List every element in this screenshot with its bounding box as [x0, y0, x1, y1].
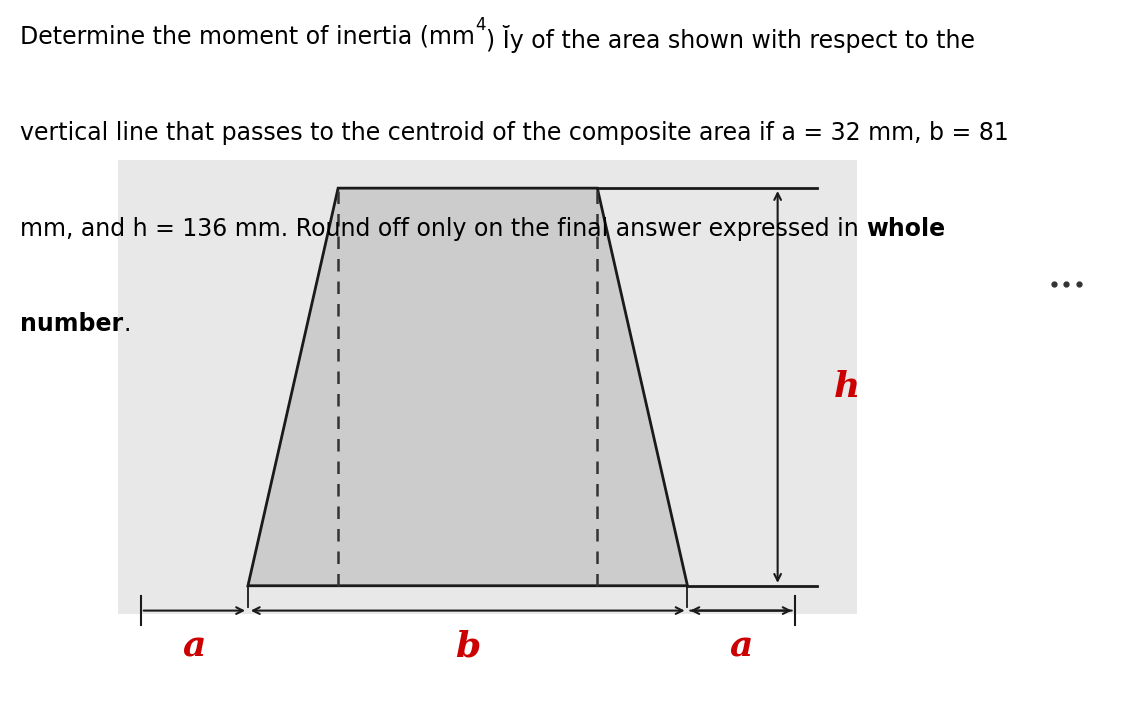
- Text: h: h: [834, 370, 860, 404]
- Text: number: number: [20, 312, 124, 337]
- Text: a: a: [729, 629, 753, 663]
- Text: ) Ĭy of the area shown with respect to the: ) Ĭy of the area shown with respect to t…: [486, 25, 975, 53]
- Text: a: a: [183, 629, 206, 663]
- Text: Determine the moment of inertia (mm: Determine the moment of inertia (mm: [20, 25, 476, 49]
- Text: b: b: [455, 629, 480, 663]
- Text: mm, and h = 136 mm. Round off only on the final answer expressed in: mm, and h = 136 mm. Round off only on th…: [20, 217, 867, 241]
- Text: .: .: [124, 312, 131, 337]
- Bar: [118, 160, 857, 614]
- Text: whole: whole: [867, 217, 946, 241]
- Polygon shape: [248, 188, 687, 586]
- Text: vertical line that passes to the centroid of the composite area if a = 32 mm, b : vertical line that passes to the centroi…: [20, 121, 1009, 145]
- Text: 4: 4: [476, 16, 486, 34]
